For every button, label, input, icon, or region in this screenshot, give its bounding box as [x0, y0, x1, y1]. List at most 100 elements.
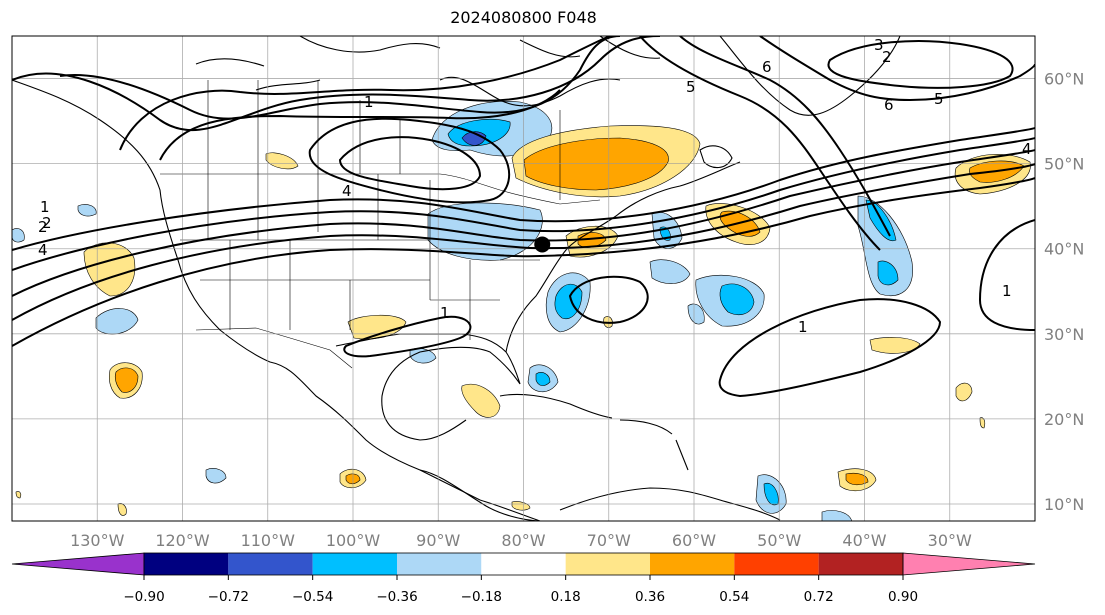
- map-frame: [11, 35, 1036, 522]
- contour-line: [12, 149, 1035, 297]
- contour-label: 1: [798, 318, 808, 336]
- us-canada-border: [160, 173, 601, 205]
- longitude-tick-label: 120°W: [155, 531, 210, 550]
- colorbar-segment: [312, 553, 397, 575]
- coastlines: [12, 36, 901, 521]
- contour-label: 1: [364, 93, 374, 111]
- negative-anomaly-region: [12, 228, 25, 243]
- longitude-tick-label: 130°W: [70, 531, 125, 550]
- longitude-tick-label: 110°W: [241, 531, 296, 550]
- contour-lines: [12, 36, 1035, 398]
- contour-label: 1: [440, 304, 450, 322]
- latitude-tick-label: 60°N: [1044, 70, 1084, 89]
- colorbar-tick-label: −0.36: [376, 589, 417, 605]
- colorbar-tick-label: 0.72: [804, 589, 834, 605]
- contour-line: [59, 36, 621, 120]
- contour-label: 4: [1022, 140, 1032, 158]
- longitude-tick-label: 100°W: [326, 531, 381, 550]
- hudson-bay: [439, 76, 621, 107]
- positive-anomaly-region: [114, 367, 139, 393]
- contour-labels: 1 2 4 5 6 3 1 2 4 1 1 1 2 4 5 6: [38, 36, 1032, 336]
- contour-line: [718, 298, 942, 398]
- caribbean-islands: [619, 419, 689, 471]
- contour-line: [119, 36, 611, 151]
- colorbar-tick-label: −0.18: [461, 589, 502, 605]
- colorbar-tick-label: −0.72: [208, 589, 249, 605]
- negative-anomaly-region: [821, 510, 852, 521]
- latitude-tick-label: 50°N: [1044, 155, 1084, 174]
- cuba: [499, 393, 613, 419]
- latitude-tick-label: 20°N: [1044, 410, 1084, 429]
- contour-label: 5: [934, 90, 944, 108]
- south-america-coast: [559, 487, 781, 521]
- contour-label: 1: [1002, 282, 1012, 300]
- anomaly-shading: [12, 101, 1031, 521]
- colorbar-tick-label: 0.54: [719, 589, 749, 605]
- political-borders: [160, 80, 601, 369]
- negative-anomaly-region: [877, 260, 899, 286]
- latitude-tick-label: 10°N: [1044, 495, 1084, 514]
- colorbar-extend-high: [902, 552, 1036, 576]
- positive-anomaly-region: [461, 384, 501, 418]
- colorbar-segment: [144, 553, 229, 575]
- contour-label: 2: [38, 218, 48, 236]
- colorbar-segment: [565, 553, 650, 575]
- colorbar-extend-low: [11, 552, 145, 576]
- newfoundland: [699, 145, 733, 169]
- contour-line: [568, 275, 649, 324]
- positive-anomaly-region: [979, 417, 986, 429]
- colorbar-tick-label: 0.18: [551, 589, 581, 605]
- contour-line: [679, 36, 891, 237]
- negative-anomaly-region: [719, 283, 755, 315]
- contour-label: 4: [342, 182, 352, 200]
- negative-anomaly-region: [205, 468, 227, 484]
- contour-label: 2: [882, 48, 892, 66]
- arctic-islands: [195, 36, 661, 91]
- longitude-tick-label: 90°W: [416, 531, 460, 550]
- location-marker: [534, 236, 551, 253]
- positive-anomaly-region: [15, 491, 22, 499]
- contour-label: 4: [38, 241, 48, 259]
- colorbar-segment: [397, 553, 482, 575]
- positive-anomaly-region: [955, 382, 973, 402]
- colorbar-tick-label: −0.54: [292, 589, 333, 605]
- latitude-tick-label: 30°N: [1044, 325, 1084, 344]
- contour-label: 6: [884, 96, 894, 114]
- contour-line: [978, 219, 1035, 331]
- longitude-tick-label: 50°W: [757, 531, 801, 550]
- negative-anomaly-region: [77, 204, 97, 217]
- contour-label: 1: [40, 198, 50, 216]
- contour-line: [12, 137, 1035, 271]
- colorbar-tick-label: 0.90: [888, 589, 918, 605]
- contour-line: [159, 89, 561, 161]
- contour-line: [12, 177, 1035, 347]
- colorbar-frame: [143, 552, 904, 576]
- colorbar: −0.90 −0.72 −0.54 −0.36 −0.18 0.18 0.36 0.54 0.7…: [11, 552, 1036, 605]
- gridlines: [12, 36, 1035, 521]
- us-mexico-border: [195, 327, 353, 369]
- contour-line: [12, 127, 1035, 251]
- contour-label: 3: [874, 36, 884, 54]
- longitude-tick-label: 60°W: [672, 531, 716, 550]
- longitude-tick-label: 40°W: [842, 531, 886, 550]
- contour-line: [338, 136, 482, 191]
- contour-label: 2: [42, 214, 52, 232]
- longitude-tick-labels: 130°W 120°W 110°W 100°W 90°W 80°W 70°W 60°W 50°W…: [70, 531, 972, 550]
- positive-anomaly-region: [845, 472, 869, 486]
- colorbar-tick-label: −0.90: [123, 589, 164, 605]
- colorbar-tick-label: 0.36: [635, 589, 665, 605]
- negative-anomaly-region: [554, 283, 583, 320]
- central-america: [419, 469, 541, 521]
- latitude-tick-label: 40°N: [1044, 240, 1084, 259]
- contour-line: [827, 40, 1014, 89]
- longitude-tick-label: 80°W: [501, 531, 545, 550]
- contour-label: 6: [762, 58, 772, 76]
- north-america-west-coast: [12, 79, 541, 521]
- longitude-tick-label: 70°W: [587, 531, 631, 550]
- contour-line: [308, 117, 510, 204]
- negative-anomaly-region: [95, 308, 139, 335]
- province-borders: [207, 80, 561, 200]
- contour-line: [12, 163, 1035, 321]
- contour-line: [639, 36, 881, 251]
